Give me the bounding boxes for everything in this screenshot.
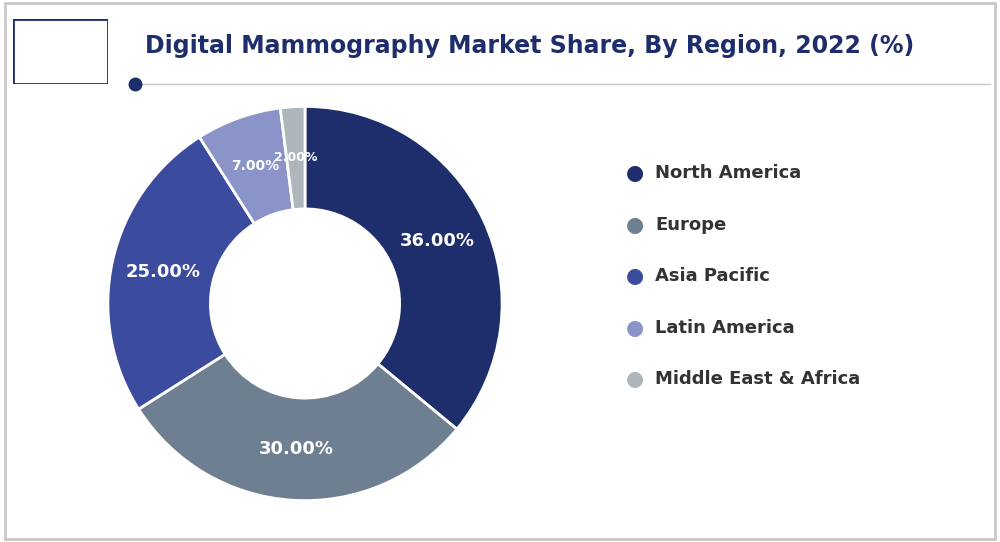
Wedge shape (305, 106, 502, 429)
Text: 7.00%: 7.00% (232, 159, 280, 173)
Text: ●: ● (626, 215, 644, 235)
Text: ●: ● (626, 267, 644, 286)
Text: ●: ● (626, 318, 644, 338)
Text: ●: ● (626, 370, 644, 389)
Text: Latin America: Latin America (655, 319, 795, 337)
Text: 2.00%: 2.00% (274, 151, 318, 164)
Text: ●: ● (626, 164, 644, 183)
Text: RESEARCH: RESEARCH (29, 61, 92, 72)
Text: Europe: Europe (655, 216, 726, 234)
Text: Middle East & Africa: Middle East & Africa (655, 370, 860, 389)
Wedge shape (199, 108, 293, 224)
Text: PRECEDENCE: PRECEDENCE (22, 38, 99, 48)
Text: Digital Mammography Market Share, By Region, 2022 (%): Digital Mammography Market Share, By Reg… (145, 34, 915, 58)
Text: 25.00%: 25.00% (125, 263, 200, 281)
Text: North America: North America (655, 164, 801, 183)
Wedge shape (139, 354, 457, 501)
Wedge shape (280, 106, 305, 210)
Wedge shape (108, 137, 254, 409)
Text: Asia Pacific: Asia Pacific (655, 267, 770, 286)
Text: 36.00%: 36.00% (399, 233, 474, 250)
Text: 30.00%: 30.00% (258, 440, 333, 458)
